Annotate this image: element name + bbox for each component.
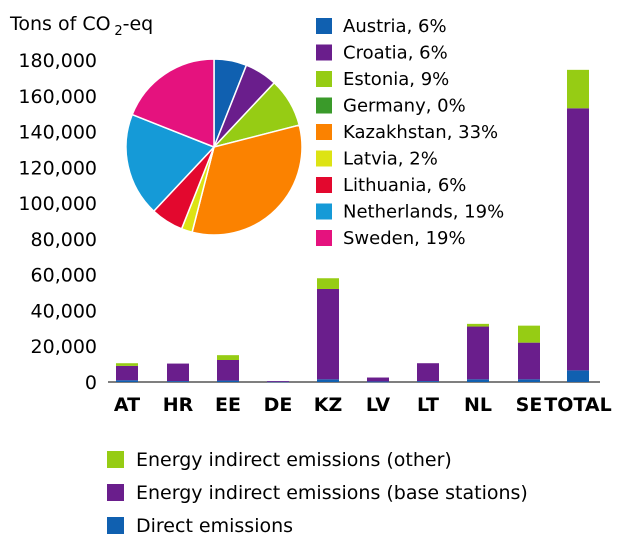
y-axis-title: Tons of CO 2-eq — [9, 13, 153, 39]
pie-legend-swatch — [316, 230, 332, 246]
bar-segment-se — [518, 379, 540, 382]
bar-segment-at — [116, 363, 138, 366]
x-tick-label: LV — [366, 394, 390, 416]
y-axis-ticks: 0 20,000 40,000 60,000 80,000 100,000 120,000 1… — [18, 50, 97, 394]
pie-legend-swatch — [316, 71, 332, 87]
bar-segment-at — [116, 380, 138, 382]
bar-segment-lv — [367, 381, 389, 383]
bar-segment-lv — [367, 377, 389, 382]
bar-segment-nl — [467, 323, 489, 327]
pie-legend-label: Netherlands, 19% — [343, 202, 504, 223]
bar-segment-hr — [167, 381, 189, 382]
bar-legend-label: Energy indirect emissions (base stations… — [136, 482, 528, 504]
pie-legend-swatch — [316, 18, 332, 34]
y-tick-label: 20,000 — [31, 336, 97, 358]
pie-legend-label: Estonia, 9% — [343, 69, 449, 90]
y-tick-label: 80,000 — [31, 229, 97, 251]
pie-legend-swatch — [316, 44, 332, 61]
x-tick-label: SE — [516, 394, 543, 416]
bar-segment-ee — [217, 359, 239, 381]
y-tick-label: 180,000 — [18, 50, 97, 72]
pie-legend-label: Croatia, 6% — [343, 43, 448, 64]
pie-legend-label: Austria, 6% — [343, 16, 447, 37]
y-tick-label: 120,000 — [18, 157, 97, 179]
bar-legend-swatch — [107, 517, 124, 534]
bar-segment-total — [567, 69, 589, 109]
y-tick-label: 100,000 — [18, 193, 97, 215]
bar-legend: Energy indirect emissions (other) Energy … — [107, 449, 528, 537]
bar-legend-label: Energy indirect emissions (other) — [136, 449, 452, 471]
x-tick-label: HR — [163, 394, 194, 416]
stacked-bars — [116, 69, 589, 383]
pie-slice-kazakhstan — [191, 124, 303, 236]
bar-segment-total — [567, 370, 589, 382]
bar-segment-lt — [417, 381, 439, 382]
y-tick-label: 40,000 — [31, 300, 97, 322]
bar-segment-se — [518, 325, 540, 343]
bar-segment-lt — [417, 363, 439, 382]
y-tick-label: 0 — [85, 372, 97, 394]
pie-legend-label: Germany, 0% — [343, 96, 466, 117]
pie-slice-sweden — [131, 58, 215, 149]
bar-segment-kz — [317, 288, 339, 380]
bar-legend-swatch — [107, 484, 124, 501]
bar-legend-swatch — [107, 451, 124, 468]
pie-legend: Austria, 6% Croatia, 6% Estonia, 9% Germany… — [316, 16, 504, 249]
pie-legend-label: Lithuania, 6% — [343, 175, 466, 196]
bar-segment-hr — [167, 363, 189, 382]
bar-segment-total — [567, 108, 589, 371]
x-tick-label: NL — [464, 394, 492, 416]
y-tick-label: 160,000 — [18, 86, 97, 108]
x-tick-label: TOTAL — [544, 394, 611, 416]
bar-legend-label: Direct emissions — [136, 515, 293, 537]
pie-legend-label: Kazakhstan, 33% — [343, 122, 498, 143]
x-tick-label: AT — [114, 394, 140, 416]
bar-segment-ee — [217, 355, 239, 360]
bar-segment-de — [267, 381, 289, 382]
bar-segment-kz — [317, 278, 339, 289]
pie-chart — [125, 58, 303, 236]
x-axis-ticks: AT HR EE DE KZ LV LT NL SE TOTAL — [114, 394, 612, 416]
pie-legend-swatch — [316, 177, 332, 193]
bar-segment-kz — [317, 379, 339, 382]
x-tick-label: DE — [264, 394, 293, 416]
pie-legend-swatch — [316, 203, 332, 220]
pie-legend-swatch — [316, 150, 332, 167]
y-tick-label: 60,000 — [31, 265, 97, 287]
x-tick-label: KZ — [314, 394, 343, 416]
bar-segment-nl — [467, 379, 489, 382]
pie-legend-swatch — [316, 97, 332, 114]
bar-segment-nl — [467, 326, 489, 380]
bar-segment-ee — [217, 380, 239, 382]
y-tick-label: 140,000 — [18, 122, 97, 144]
pie-legend-label: Sweden, 19% — [343, 228, 466, 249]
bar-segment-se — [518, 342, 540, 380]
bar-segment-at — [116, 365, 138, 381]
pie-legend-swatch — [316, 124, 332, 140]
x-tick-label: LT — [417, 394, 439, 416]
x-tick-label: EE — [215, 394, 241, 416]
pie-legend-label: Latvia, 2% — [343, 149, 438, 170]
